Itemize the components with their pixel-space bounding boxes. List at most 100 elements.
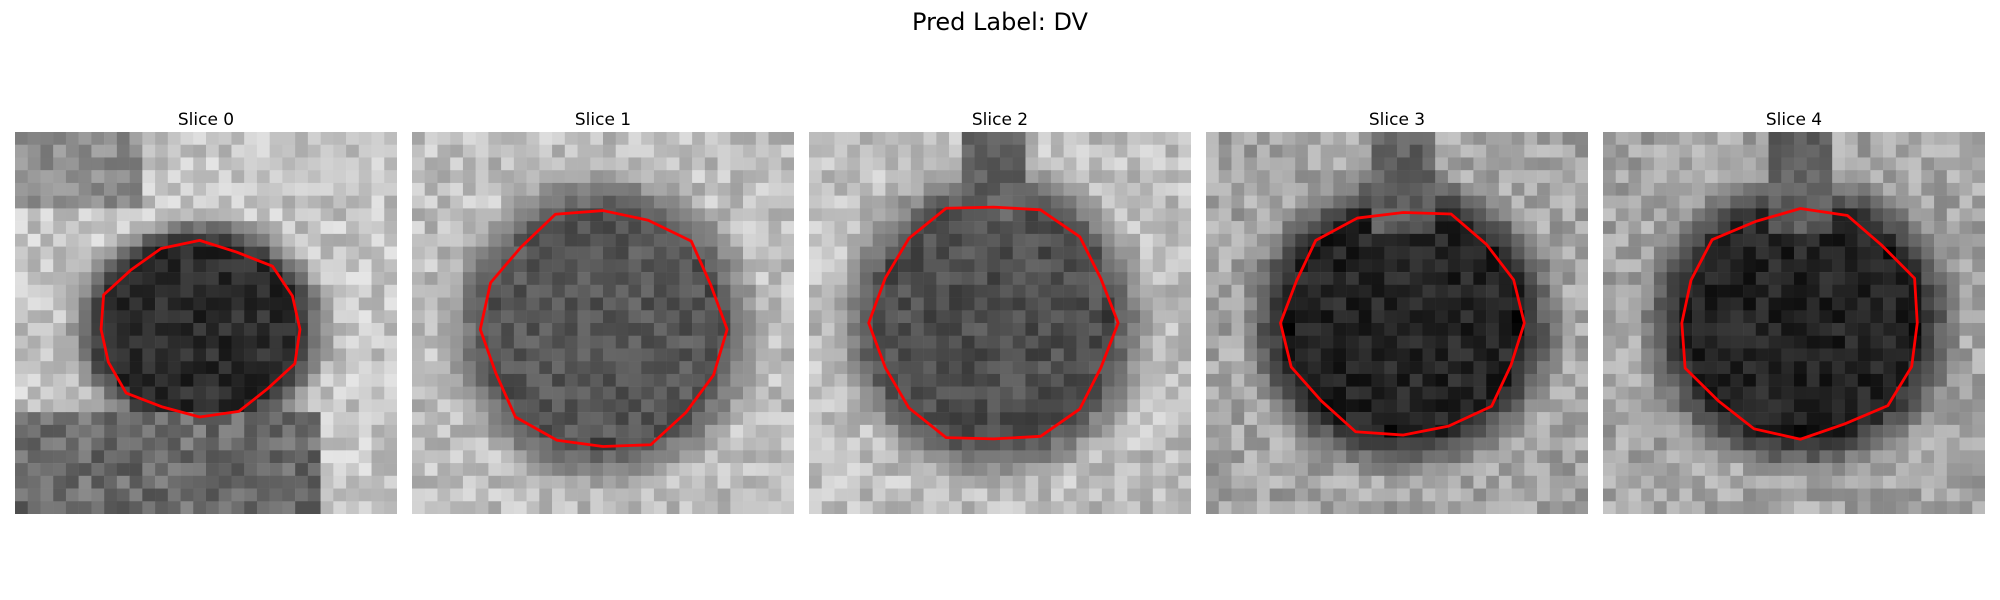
pixel [847, 412, 861, 426]
pixel [1730, 132, 1744, 145]
pixel [1524, 310, 1538, 324]
pixel [1972, 335, 1985, 349]
pixel [885, 297, 899, 311]
pixel [730, 373, 744, 387]
pixel [590, 310, 604, 324]
pixel [653, 412, 667, 426]
pixel [898, 463, 912, 477]
pixel [1473, 170, 1487, 184]
pixel [1269, 348, 1283, 362]
pixel [424, 310, 438, 324]
pixel [1460, 450, 1474, 464]
pixel [1806, 157, 1820, 171]
pixel [1562, 182, 1576, 196]
pixel [1152, 323, 1166, 336]
pixel [1806, 335, 1820, 349]
pixel [513, 424, 527, 438]
pixel [384, 335, 397, 349]
pixel [1244, 233, 1258, 247]
pixel [679, 297, 693, 311]
pixel [1498, 233, 1512, 247]
slice-panel-2: Slice 2 [809, 108, 1191, 514]
pixel [346, 221, 360, 235]
pixel [1908, 488, 1922, 502]
pixel [1231, 208, 1245, 222]
pixel [1000, 475, 1013, 489]
pixel [1806, 386, 1820, 400]
pixel [1704, 310, 1718, 324]
pixel [1371, 412, 1385, 426]
pixel [1346, 195, 1360, 209]
pixel [450, 463, 464, 477]
pixel [155, 208, 169, 222]
pixel [923, 259, 937, 273]
pixel [1717, 450, 1731, 464]
pixel [577, 386, 591, 400]
pixel [462, 373, 476, 387]
pixel [564, 208, 578, 222]
pixel [180, 450, 194, 464]
pixel [1178, 348, 1191, 362]
pixel [1231, 182, 1245, 196]
pixel [1307, 284, 1321, 298]
pixel [371, 348, 385, 362]
pixel [641, 132, 655, 145]
pixel [910, 450, 924, 464]
pixel [193, 399, 207, 413]
pixel [193, 463, 207, 477]
pixel [450, 437, 464, 451]
pixel [1012, 361, 1026, 375]
pixel [1346, 323, 1360, 336]
pixel [1307, 272, 1321, 286]
pixel [1575, 475, 1588, 489]
pixel [809, 361, 822, 375]
pixel [1320, 373, 1334, 387]
pixel [717, 144, 731, 158]
pixel [1460, 157, 1474, 171]
pixel [15, 488, 28, 502]
pixel [1460, 170, 1474, 184]
pixel [1038, 437, 1052, 451]
pixel [1666, 259, 1680, 273]
pixel [1959, 399, 1973, 413]
pixel [1844, 246, 1858, 260]
pixel [1000, 463, 1013, 477]
pixel [1320, 323, 1334, 336]
pixel [1549, 170, 1563, 184]
pixel [1447, 221, 1461, 235]
pixel [885, 335, 899, 349]
pixel [1486, 361, 1500, 375]
pixel [1641, 335, 1655, 349]
pixel [564, 157, 578, 171]
pixel [15, 475, 28, 489]
pixel [1575, 348, 1588, 362]
pixel [1549, 284, 1563, 298]
pixel [1165, 182, 1179, 196]
pixel [872, 501, 886, 514]
pixel [1844, 501, 1858, 514]
pixel [885, 221, 899, 235]
pixel [1371, 182, 1385, 196]
pixel [1768, 412, 1782, 426]
pixel [116, 399, 130, 413]
pixel [1959, 450, 1973, 464]
pixel [1206, 259, 1219, 273]
pixel [295, 259, 309, 273]
pixel [65, 272, 79, 286]
pixel [1844, 144, 1858, 158]
pixel [1857, 501, 1871, 514]
pixel [641, 373, 655, 387]
pixel [1333, 170, 1347, 184]
pixel [1114, 399, 1128, 413]
pixel [1384, 463, 1398, 477]
pixel [552, 501, 566, 514]
pixel [1537, 259, 1551, 273]
pixel [641, 361, 655, 375]
pixel [1012, 170, 1026, 184]
pixel [320, 144, 334, 158]
pixel [923, 399, 937, 413]
pixel [872, 195, 886, 209]
pixel [1320, 182, 1334, 196]
pixel [1089, 246, 1103, 260]
pixel [1562, 463, 1576, 477]
